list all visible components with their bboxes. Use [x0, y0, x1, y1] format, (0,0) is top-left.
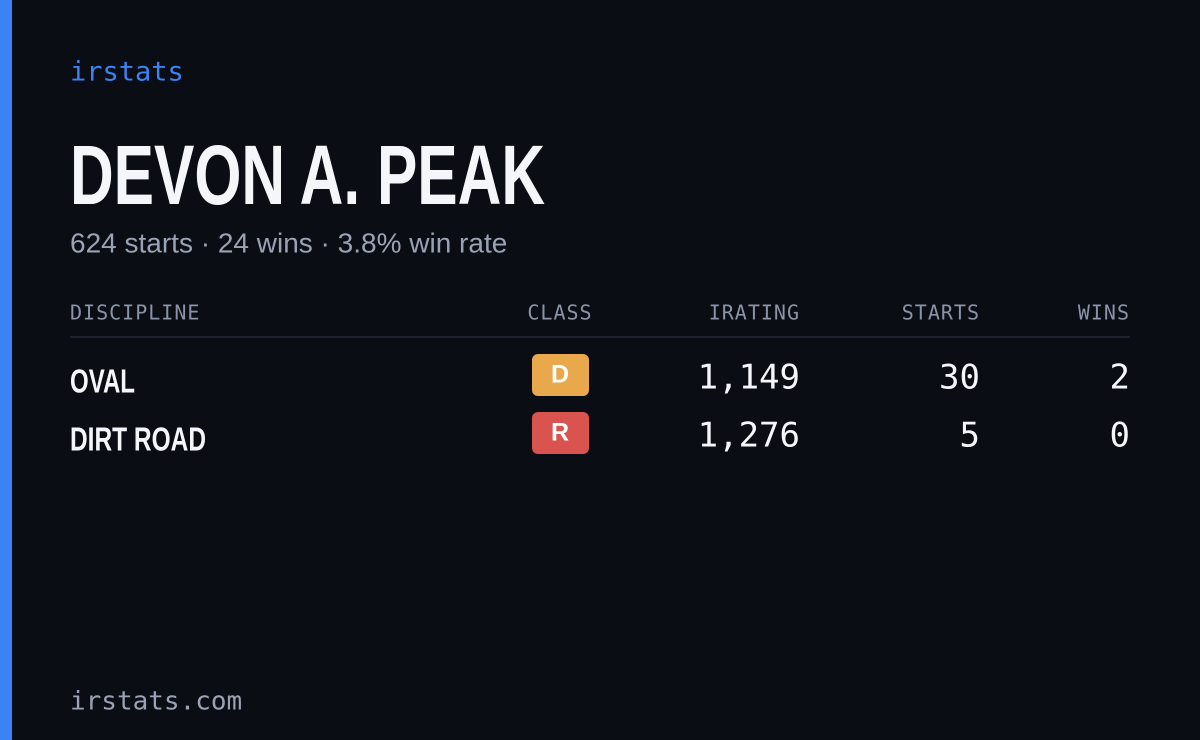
column-header: CLASS — [527, 301, 592, 325]
irating-value: 1,149 — [698, 358, 800, 398]
starts-value: 5 — [960, 416, 980, 456]
class-letter: D — [551, 361, 569, 389]
starts-value: 30 — [939, 358, 980, 398]
column-header: STARTS — [902, 301, 980, 325]
class-letter: R — [551, 419, 569, 447]
driver-summary: 624 starts · 24 wins · 3.8% win rate — [70, 227, 507, 258]
discipline: OVAL — [70, 363, 135, 400]
column-header: IRATING — [709, 301, 800, 325]
discipline: DIRT ROAD — [70, 421, 206, 458]
driver-name: DEVON A. PEAK — [70, 128, 545, 222]
class-badge — [532, 354, 589, 396]
wins-value: 2 — [1110, 358, 1130, 398]
footer: irstats.com — [70, 687, 242, 717]
column-header: WINS — [1078, 301, 1130, 325]
class-badge — [532, 412, 589, 454]
column-header: DISCIPLINE — [70, 301, 200, 325]
wins-value: 0 — [1110, 416, 1130, 456]
accent-bar — [0, 0, 12, 740]
irating-value: 1,276 — [698, 416, 800, 456]
brand: irstats — [70, 57, 184, 88]
